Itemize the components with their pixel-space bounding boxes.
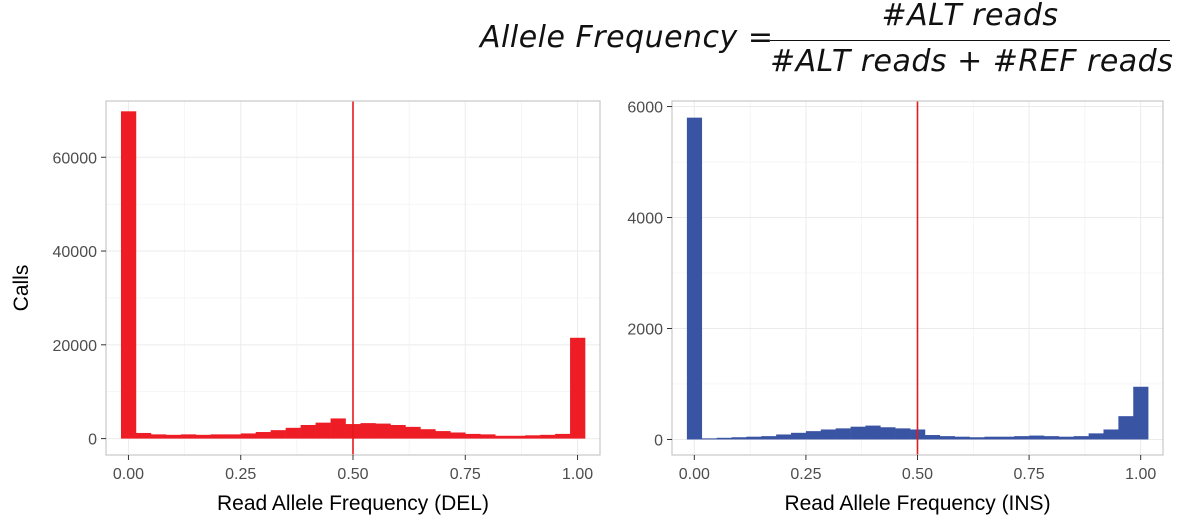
ins-histogram-bar (776, 434, 792, 440)
ins-histogram-bar (1058, 436, 1075, 440)
ins-histogram-bar (1014, 436, 1030, 440)
del-y-tick-label: 0 (88, 432, 97, 449)
ins-histogram-bar (1029, 435, 1045, 440)
del-histogram-bar (420, 429, 436, 439)
ins-histogram-bar (1103, 429, 1119, 440)
del-histogram-bar (255, 432, 271, 439)
ins-histogram-bar (880, 427, 896, 440)
del-histogram-bar (195, 434, 212, 439)
del-histogram-bar (450, 432, 466, 439)
del-histogram-bar (360, 423, 376, 439)
formula-numerator: #ALT reads (881, 0, 1059, 33)
ins-y-tick-label: 0 (654, 432, 663, 449)
del-histogram-bar (330, 418, 346, 439)
ins-histogram-bar (850, 426, 866, 440)
ins-y-tick-label: 4000 (627, 211, 663, 228)
ins-histogram-bar (1073, 436, 1089, 440)
ins-histogram-bar (731, 437, 747, 440)
ins-histogram-bar (939, 436, 956, 440)
del-histogram-bar (405, 426, 421, 439)
del-histogram-bar (285, 427, 301, 439)
del-x-tick-label: 1.00 (562, 466, 593, 483)
allele-frequency-formula: Allele Frequency = #ALT reads #ALT reads… (470, 0, 1180, 88)
ins-histogram-bar (805, 431, 822, 440)
ins-histogram-bar (746, 436, 762, 440)
del-histogram-bar (495, 435, 511, 439)
del-histogram-bar (435, 431, 451, 439)
del-histogram-bar (480, 434, 496, 439)
ins-histogram-bar (954, 436, 970, 440)
del-x-tick-label: 0.50 (337, 466, 368, 483)
ins-histogram-bar (865, 425, 881, 440)
ins-histogram-bar (895, 428, 911, 440)
del-histogram-bar (150, 434, 167, 439)
del-histogram-bar (375, 423, 391, 439)
del-histogram-bar (570, 337, 586, 439)
ins-x-tick-label: 1.00 (1125, 466, 1156, 483)
del-x-tick-label: 0.00 (113, 466, 144, 483)
del-x-axis-title: Read Allele Frequency (DEL) (217, 492, 489, 515)
del-y-tick-label: 20000 (53, 338, 98, 355)
del-histogram-bar (465, 433, 481, 439)
ins-histogram-bar (791, 432, 807, 440)
ins-y-tick-label: 2000 (627, 321, 663, 338)
ins-histogram-bar (701, 438, 717, 440)
del-histogram-bar (225, 434, 242, 439)
del-histogram-bar (135, 432, 152, 439)
del-histogram-bar (270, 430, 286, 439)
del-histogram-bar (300, 424, 316, 439)
del-histogram-bar (210, 434, 227, 439)
del-histogram-bar (315, 422, 331, 439)
del-histogram-bar (240, 433, 257, 439)
ins-histogram-bar (924, 435, 941, 440)
del-x-tick-label: 0.75 (450, 466, 481, 483)
ins-x-axis-title: Read Allele Frequency (INS) (784, 492, 1050, 515)
ins-histogram-bar (984, 436, 1000, 440)
del-histogram-bar (390, 424, 406, 439)
del-histogram-bar (120, 111, 137, 439)
ins-histogram-bar (969, 437, 985, 440)
del-y-tick-label: 60000 (53, 150, 98, 167)
ins-histogram-bar (1088, 433, 1104, 440)
del-histogram-bar (540, 434, 556, 439)
ins-histogram-bar (686, 117, 703, 440)
ins-histogram-bar (835, 428, 851, 440)
del-histogram-bar (510, 435, 526, 439)
ins-x-tick-label: 0.25 (790, 466, 821, 483)
ins-histogram-bar (1043, 436, 1060, 440)
del-histogram-bar (165, 434, 182, 439)
del-histogram-bar (180, 434, 197, 439)
ins-histogram-bar (820, 429, 836, 440)
ins-y-tick-label: 6000 (627, 100, 663, 117)
del-y-tick-label: 40000 (53, 244, 98, 261)
ins-histogram-bar (1118, 416, 1134, 440)
ins-x-tick-label: 0.75 (1014, 466, 1045, 483)
formula-fraction-bar (770, 40, 1170, 41)
ins-x-tick-label: 0.00 (679, 466, 710, 483)
formula-denominator: #ALT reads + #REF reads (770, 44, 1174, 79)
ins-histogram-bar (761, 436, 777, 440)
del-x-tick-label: 0.25 (225, 466, 256, 483)
del-y-axis-title: Calls (10, 265, 33, 312)
ins-x-tick-label: 0.50 (902, 466, 933, 483)
ins-histogram-bar (1133, 386, 1149, 440)
ins-histogram-bar (716, 437, 732, 440)
ins-histogram-bar (999, 436, 1015, 440)
del-histogram-bar (525, 435, 541, 439)
formula-lhs: Allele Frequency = (480, 20, 774, 55)
del-histogram-bar (555, 433, 571, 439)
